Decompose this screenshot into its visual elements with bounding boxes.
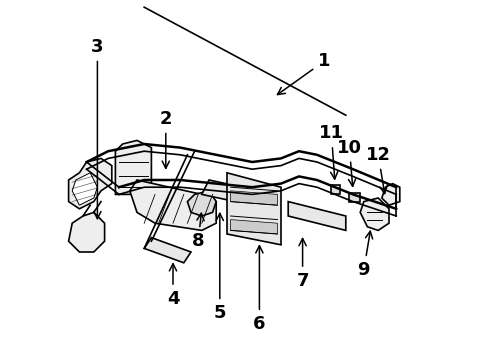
- Polygon shape: [72, 173, 98, 205]
- Polygon shape: [382, 184, 400, 205]
- Polygon shape: [231, 191, 277, 205]
- Polygon shape: [144, 238, 191, 263]
- Text: 6: 6: [253, 246, 266, 333]
- Polygon shape: [116, 140, 151, 194]
- Text: 10: 10: [337, 139, 362, 186]
- Text: 2: 2: [160, 110, 172, 168]
- Polygon shape: [69, 158, 112, 209]
- Bar: [349, 193, 360, 202]
- Polygon shape: [187, 191, 216, 216]
- Polygon shape: [130, 180, 216, 230]
- Text: 7: 7: [296, 238, 309, 290]
- Text: 8: 8: [192, 213, 204, 250]
- Polygon shape: [288, 202, 346, 230]
- Polygon shape: [227, 173, 281, 245]
- Polygon shape: [231, 220, 277, 234]
- Bar: [331, 185, 341, 194]
- Polygon shape: [69, 212, 104, 252]
- Polygon shape: [360, 198, 389, 230]
- Text: 9: 9: [358, 231, 372, 279]
- Text: 5: 5: [214, 213, 226, 322]
- Text: 11: 11: [319, 124, 344, 179]
- Text: 1: 1: [277, 52, 330, 95]
- Text: 12: 12: [366, 146, 391, 194]
- Polygon shape: [202, 180, 259, 205]
- Text: 4: 4: [167, 264, 179, 308]
- Text: 3: 3: [91, 38, 104, 219]
